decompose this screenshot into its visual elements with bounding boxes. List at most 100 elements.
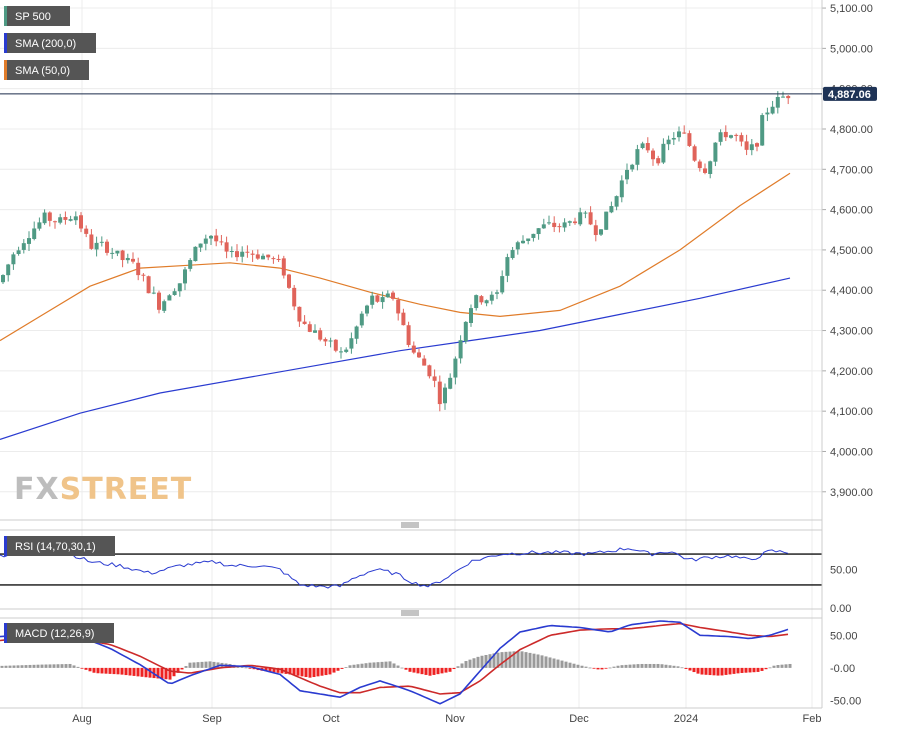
- macd-histogram-bar: [216, 662, 220, 668]
- macd-histogram-bar: [164, 667, 168, 680]
- macd-histogram-bar: [636, 664, 640, 668]
- candle-body: [406, 325, 411, 345]
- macd-histogram-bar: [320, 667, 324, 676]
- macd-histogram-bar: [52, 664, 56, 668]
- legend-sp500[interactable]: SP 500: [4, 6, 70, 26]
- resize-handle-icon[interactable]: [401, 610, 419, 616]
- macd-histogram-bar: [268, 667, 272, 672]
- candle-body: [37, 222, 42, 229]
- y-tick-label: 4,700.00: [830, 164, 873, 176]
- candle-body: [396, 299, 401, 314]
- candle-body: [1, 275, 5, 283]
- macd-histogram-bar: [768, 667, 772, 669]
- candle-body: [443, 387, 447, 404]
- candle-body: [94, 242, 99, 250]
- macd-signal-line: [0, 622, 789, 695]
- main-panel[interactable]: [0, 0, 822, 520]
- macd-histogram-bar: [188, 662, 192, 668]
- candle-body: [73, 216, 78, 221]
- macd-histogram-bar: [572, 663, 576, 668]
- svg-text:SMA (200,0): SMA (200,0): [15, 38, 76, 50]
- macd-histogram-bar: [252, 667, 256, 670]
- candle-body: [42, 212, 47, 224]
- macd-histogram-bar: [356, 664, 360, 668]
- candle-body: [781, 96, 785, 98]
- macd-histogram-bar: [324, 667, 328, 676]
- candle-body: [32, 228, 37, 239]
- candle-body: [515, 242, 520, 250]
- candle-body: [661, 143, 666, 163]
- macd-histogram-bar: [116, 667, 120, 675]
- candle-body: [749, 144, 754, 151]
- candle-body: [110, 252, 115, 254]
- candle-body: [474, 295, 479, 309]
- macd-histogram-bar: [532, 653, 536, 668]
- rsi-panel[interactable]: [0, 530, 822, 609]
- macd-layer: [0, 620, 792, 705]
- candle-body: [16, 250, 21, 254]
- macd-histogram-bar: [80, 667, 84, 669]
- candle-body: [500, 276, 505, 293]
- candle-body: [770, 106, 775, 114]
- candle-body: [359, 313, 364, 326]
- candle-body: [151, 292, 156, 294]
- macd-histogram-bar: [112, 667, 116, 675]
- candle-body: [697, 161, 702, 169]
- candle-body: [583, 212, 588, 214]
- candle-body: [209, 235, 213, 239]
- macd-histogram-bar: [656, 663, 660, 668]
- macd-histogram-bar: [380, 661, 384, 668]
- macd-histogram-bar: [24, 665, 28, 668]
- macd-tick-label: -50.00: [830, 695, 861, 707]
- rsi-line: [0, 547, 789, 589]
- macd-histogram-bar: [444, 667, 448, 673]
- macd-histogram-bar: [688, 667, 692, 671]
- candle-body: [370, 295, 375, 305]
- macd-panel[interactable]: [0, 618, 822, 708]
- macd-histogram-bar: [580, 665, 584, 668]
- candle-body: [562, 222, 567, 228]
- macd-histogram-bar: [8, 665, 12, 668]
- legend-macd[interactable]: MACD (12,26,9): [4, 623, 114, 643]
- candle-body: [125, 257, 130, 261]
- macd-histogram-bar: [140, 667, 144, 677]
- rsi-tick-label: 0.00: [830, 603, 851, 615]
- macd-histogram-bar: [92, 667, 96, 673]
- candle-body: [318, 330, 323, 340]
- macd-histogram-bar: [584, 666, 588, 668]
- macd-histogram-bar: [48, 664, 52, 668]
- macd-histogram-bar: [208, 661, 212, 668]
- macd-histogram-bar: [136, 667, 140, 677]
- macd-histogram-bar: [412, 667, 416, 673]
- resize-handle-icon[interactable]: [401, 522, 419, 528]
- legend-sma50[interactable]: SMA (50,0): [4, 60, 89, 80]
- macd-histogram-bar: [472, 658, 476, 668]
- candle-body: [292, 287, 297, 307]
- candle-body: [453, 358, 458, 378]
- macd-histogram-bar: [736, 667, 740, 674]
- legend-rsi[interactable]: RSI (14,70,30,1): [4, 536, 115, 556]
- candle-body: [411, 345, 416, 353]
- macd-histogram-bar: [596, 667, 600, 670]
- macd-histogram-bar: [352, 664, 356, 668]
- macd-histogram-bar: [328, 667, 332, 675]
- macd-histogram-bar: [344, 667, 348, 668]
- macd-line: [0, 620, 789, 705]
- macd-histogram-bar: [316, 667, 320, 677]
- legend-sma200[interactable]: SMA (200,0): [4, 33, 96, 53]
- candle-body: [547, 222, 551, 224]
- macd-histogram-bar: [724, 667, 728, 675]
- candle-body: [645, 142, 650, 151]
- svg-text:SMA (50,0): SMA (50,0): [15, 65, 70, 77]
- macd-histogram-bar: [560, 660, 564, 668]
- macd-histogram-bar: [700, 667, 704, 675]
- macd-histogram-bar: [776, 665, 780, 668]
- macd-histogram-bar: [624, 664, 628, 668]
- macd-histogram-bar: [652, 663, 656, 668]
- macd-histogram-bar: [240, 666, 244, 668]
- candle-body: [427, 365, 432, 377]
- macd-histogram-bar: [184, 666, 188, 668]
- candle-body: [136, 262, 141, 276]
- macd-histogram-bar: [156, 667, 160, 679]
- candle-body: [349, 338, 354, 349]
